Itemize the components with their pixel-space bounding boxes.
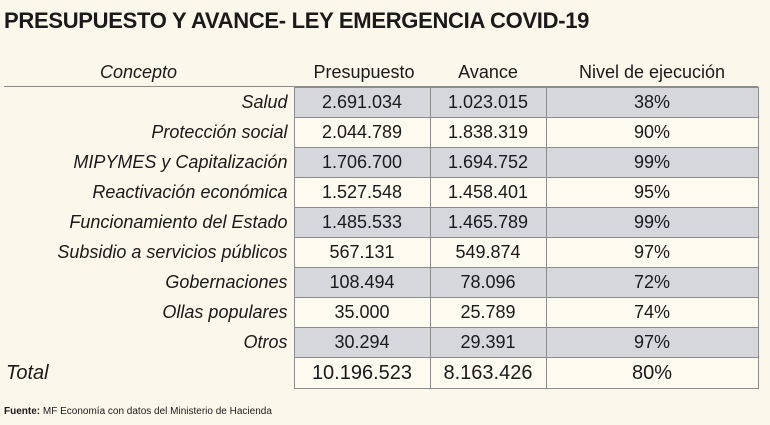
cell-presupuesto: 35.000 xyxy=(293,297,431,328)
total-row: Total 10.196.523 8.163.426 80% xyxy=(4,357,759,389)
cell-concepto: Total xyxy=(6,361,49,384)
cell-nivel: 97% xyxy=(545,327,759,358)
cell-nivel: 95% xyxy=(545,177,759,208)
source-text: MF Economía con datos del Ministerio de … xyxy=(42,406,272,417)
cell-presupuesto: 1.706.700 xyxy=(293,147,431,178)
cell-concepto: Protección social xyxy=(151,122,288,142)
cell-presupuesto: 108.494 xyxy=(293,267,431,298)
source-label: Fuente: xyxy=(4,406,41,417)
cell-avance: 8.163.426 xyxy=(429,357,547,389)
cell-nivel: 99% xyxy=(545,207,759,238)
cell-concepto: Funcionamiento del Estado xyxy=(69,212,288,232)
header-avance: Avance xyxy=(458,62,518,82)
cell-presupuesto: 1.527.548 xyxy=(293,177,431,208)
table-row: Funcionamiento del Estado 1.485.533 1.465.… xyxy=(4,207,759,238)
cell-nivel: 38% xyxy=(545,87,759,118)
cell-avance: 1.023.015 xyxy=(429,87,547,118)
header-nivel: Nivel de ejecución xyxy=(578,62,726,82)
cell-concepto: Ollas populares xyxy=(162,302,288,322)
budget-table: Salud 2.691.034 1.023.015 38% Protección soc… xyxy=(4,87,759,389)
cell-avance: 29.391 xyxy=(429,327,547,358)
header-divider xyxy=(4,86,758,87)
cell-nivel: 74% xyxy=(545,297,759,328)
cell-presupuesto: 30.294 xyxy=(293,327,431,358)
cell-avance: 1.465.789 xyxy=(429,207,547,238)
table-row: Gobernaciones 108.494 78.096 72% xyxy=(4,267,759,298)
cell-nivel: 80% xyxy=(545,357,759,389)
cell-presupuesto: 2.691.034 xyxy=(293,87,431,118)
table-row: Salud 2.691.034 1.023.015 38% xyxy=(4,87,759,118)
cell-concepto: Salud xyxy=(241,92,288,112)
header-concepto: Concepto xyxy=(100,62,178,82)
cell-nivel: 72% xyxy=(545,267,759,298)
table-row: Subsidio a servicios públicos 567.131 549.… xyxy=(4,237,759,268)
table-row: Otros 30.294 29.391 97% xyxy=(4,327,759,358)
cell-concepto: Reactivación económica xyxy=(92,182,288,202)
header-presupuesto: Presupuesto xyxy=(313,62,415,82)
cell-avance: 78.096 xyxy=(429,267,547,298)
cell-avance: 1.838.319 xyxy=(429,117,547,148)
cell-nivel: 90% xyxy=(545,117,759,148)
source-note: Fuente: MF Economía con datos del Minist… xyxy=(4,406,704,417)
table-row: Ollas populares 35.000 25.789 74% xyxy=(4,297,759,328)
cell-avance: 25.789 xyxy=(429,297,547,328)
cell-avance: 1.694.752 xyxy=(429,147,547,178)
cell-presupuesto: 10.196.523 xyxy=(293,357,431,389)
cell-concepto: Gobernaciones xyxy=(165,272,288,292)
cell-avance: 1.458.401 xyxy=(429,177,547,208)
table-row: Reactivación económica 1.527.548 1.458.401… xyxy=(4,177,759,208)
page-title: PRESUPUESTO Y AVANCE- LEY EMERGENCIA COV… xyxy=(4,8,590,33)
table-row: MIPYMES y Capitalización 1.706.700 1.694.7… xyxy=(4,147,759,178)
cell-presupuesto: 1.485.533 xyxy=(293,207,431,238)
cell-concepto: MIPYMES y Capitalización xyxy=(73,152,288,172)
cell-concepto: Subsidio a servicios públicos xyxy=(57,242,288,262)
cell-presupuesto: 567.131 xyxy=(293,237,431,268)
cell-concepto: Otros xyxy=(243,332,288,352)
cell-presupuesto: 2.044.789 xyxy=(293,117,431,148)
cell-avance: 549.874 xyxy=(429,237,547,268)
table-row: Protección social 2.044.789 1.838.319 90% xyxy=(4,117,759,148)
cell-nivel: 99% xyxy=(545,147,759,178)
cell-nivel: 97% xyxy=(545,237,759,268)
